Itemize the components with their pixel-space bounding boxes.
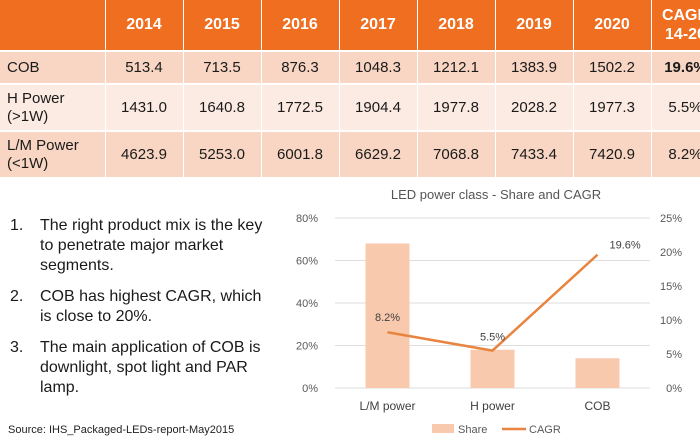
list-item: 2. COB has highest CAGR, which is close t… — [10, 288, 262, 325]
table-cell: 4623.9 — [105, 131, 184, 179]
table-cell: 5253.0 — [183, 131, 262, 179]
table-cell: 1048.3 — [339, 51, 418, 85]
table-cell: 1904.4 — [339, 84, 418, 132]
legend-label-cagr: CAGR — [529, 424, 561, 436]
led-data-table: 2014 2015 2016 2017 2018 2019 2020 CAGR1… — [0, 0, 700, 179]
header-year: 2019 — [495, 0, 574, 52]
legend-swatch-share — [432, 424, 454, 433]
header-year: 2015 — [183, 0, 262, 52]
table-cell: 1977.8 — [417, 84, 496, 132]
header-year: 2016 — [261, 0, 340, 52]
source-note: Source: IHS_Packaged-LEDs-report-May2015 — [8, 424, 235, 436]
legend-label-share: Share — [458, 424, 487, 436]
cagr-cell: 8.2% — [651, 131, 700, 179]
data-label-cagr: 8.2% — [375, 312, 400, 324]
line-cagr — [387, 253, 599, 352]
y-right-tick-label: 0% — [666, 383, 682, 395]
table-cell: 1431.0 — [105, 84, 184, 132]
data-label-cagr: 19.6% — [610, 240, 641, 252]
table-cell: 7420.9 — [573, 131, 652, 179]
y-left-tick-label: 20% — [296, 341, 318, 353]
y-left-tick-label: 0% — [302, 383, 318, 395]
table-header-row: 2014 2015 2016 2017 2018 2019 2020 CAGR1… — [0, 0, 700, 52]
table-cell: 6629.2 — [339, 131, 418, 179]
row-label: H Power (>1W) — [0, 84, 106, 132]
data-label-cagr: 5.5% — [480, 332, 505, 344]
table-row: H Power (>1W) 1431.0 1640.8 1772.5 1904.4… — [0, 84, 700, 132]
y-right-tick-label: 5% — [666, 349, 682, 361]
table-row: COB 513.4 713.5 876.3 1048.3 1212.1 1383… — [0, 51, 700, 85]
y-right-tick-label: 20% — [660, 247, 682, 259]
chart-title: LED power class - Share and CAGR — [391, 187, 601, 202]
table-cell: 713.5 — [183, 51, 262, 85]
table-cell: 7433.4 — [495, 131, 574, 179]
header-year: 2017 — [339, 0, 418, 52]
header-year: 2018 — [417, 0, 496, 52]
header-year: 2020 — [573, 0, 652, 52]
y-right-tick-label: 15% — [660, 281, 682, 293]
share-cagr-chart: LED power class - Share and CAGR 0% 20% 40%… — [296, 187, 682, 436]
y-right-tick-label: 10% — [660, 315, 682, 327]
bar-share — [575, 358, 620, 388]
table-cell: 1212.1 — [417, 51, 496, 85]
y-right-tick-label: 25% — [660, 213, 682, 225]
y-left-tick-label: 40% — [296, 298, 318, 310]
row-label: L/M Power (<1W) — [0, 131, 106, 179]
table-cell: 513.4 — [105, 51, 184, 85]
table-cell: 2028.2 — [495, 84, 574, 132]
row-label: COB — [0, 51, 106, 85]
cagr-cell: 5.5% — [651, 84, 700, 132]
header-cagr: CAGR14-20 — [651, 0, 700, 52]
x-tick-label: L/M power — [359, 399, 415, 413]
table-cell: 1772.5 — [261, 84, 340, 132]
notes-list: 1. The right product mix is the key to pe… — [10, 216, 272, 409]
table-cell: 1640.8 — [183, 84, 262, 132]
table-cell: 7068.8 — [417, 131, 496, 179]
table-cell: 1502.2 — [573, 51, 652, 85]
cagr-cell: 19.6% — [651, 51, 700, 85]
table-row: L/M Power (<1W) 4623.9 5253.0 6001.8 6629… — [0, 131, 700, 179]
bar-share — [365, 243, 410, 388]
table-cell: 876.3 — [261, 51, 340, 85]
table-cell: 1383.9 — [495, 51, 574, 85]
list-item: 1. The right product mix is the key to pe… — [10, 217, 263, 274]
table-cell: 1977.3 — [573, 84, 652, 132]
y-left-tick-label: 60% — [296, 256, 318, 268]
header-year: 2014 — [105, 0, 184, 52]
bar-share — [470, 349, 515, 388]
table-cell: 6001.8 — [261, 131, 340, 179]
x-tick-label: COB — [584, 399, 610, 413]
header-blank-cell — [0, 0, 106, 52]
list-item: 3. The main application of COB is downlig… — [10, 339, 261, 396]
x-tick-label: H power — [470, 399, 515, 413]
y-left-tick-label: 80% — [296, 213, 318, 225]
